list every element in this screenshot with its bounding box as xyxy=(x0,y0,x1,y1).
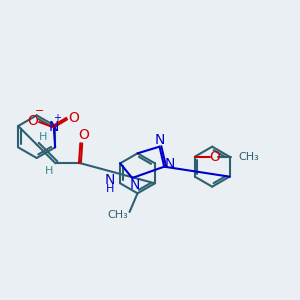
Text: O: O xyxy=(27,114,38,128)
Text: O: O xyxy=(209,150,220,164)
Text: H: H xyxy=(39,132,48,142)
Text: O: O xyxy=(78,128,89,142)
Text: H: H xyxy=(45,166,53,176)
Text: H: H xyxy=(106,184,114,194)
Text: CH₃: CH₃ xyxy=(107,210,128,220)
Text: N: N xyxy=(130,178,140,192)
Text: N: N xyxy=(105,173,115,187)
Text: N: N xyxy=(154,133,165,147)
Text: CH₃: CH₃ xyxy=(239,152,260,162)
Text: +: + xyxy=(53,113,61,123)
Text: −: − xyxy=(35,106,44,116)
Text: O: O xyxy=(68,111,79,125)
Text: N: N xyxy=(164,157,175,171)
Text: N: N xyxy=(49,120,59,134)
